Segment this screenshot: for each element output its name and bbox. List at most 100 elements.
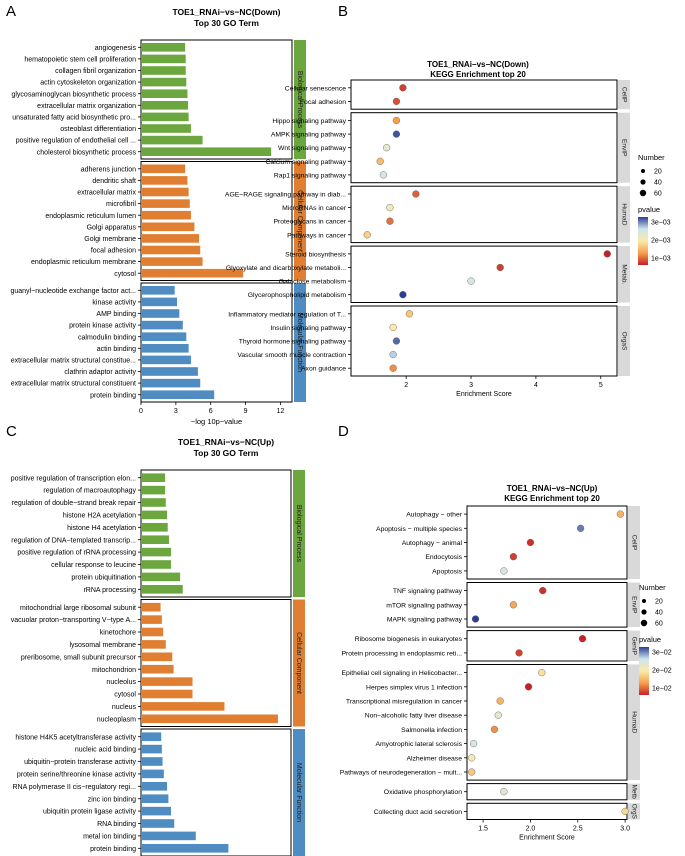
x-tick-label: 2.0	[526, 826, 536, 833]
bar	[141, 664, 174, 674]
x-tick-label: 12	[276, 408, 284, 415]
data-point	[500, 567, 508, 575]
y-tick-label: Vascular smooth muscle contraction	[237, 352, 346, 359]
legend-size-dot	[641, 169, 645, 173]
legend-size-label: 60	[654, 191, 662, 198]
legend-color-label: 3e−03	[651, 220, 671, 227]
panel-D: TOE1_RNAi−vs−NC(Up)KEGG Enrichment top 2…	[340, 484, 672, 842]
y-tick-label: metal ion binding	[83, 834, 136, 841]
data-point	[389, 351, 397, 359]
data-point	[500, 788, 508, 796]
legend-size-label: 60	[655, 621, 663, 628]
legend-size-title: Number	[639, 583, 666, 592]
y-tick-label: protein serine/threonine kinase activity	[17, 772, 137, 779]
facet-frame	[350, 245, 618, 304]
chart-subtitle: KEGG Enrichment top 20	[430, 70, 526, 79]
y-tick-label: endoplasmic reticulum lumen	[45, 213, 136, 220]
y-tick-label: Golgi membrane	[84, 236, 136, 243]
y-tick-label: focal adhesion	[91, 248, 136, 255]
y-tick-label: positive regulation of transcription elo…	[11, 475, 136, 482]
y-tick-label: Thyroid hormone signaling pathway	[239, 339, 347, 346]
y-tick-label: Focal adhesion	[300, 99, 346, 106]
bar	[141, 473, 166, 482]
bar	[141, 652, 173, 662]
bar	[141, 844, 229, 853]
bar	[141, 677, 193, 686]
bar	[141, 124, 191, 133]
facet-strip	[294, 40, 306, 159]
bar	[141, 689, 193, 699]
y-tick-label: ubiquitin protein ligase activity	[43, 809, 136, 816]
bar	[141, 199, 190, 208]
bar	[141, 210, 191, 220]
facet-strip-label: Cellular Component	[295, 632, 302, 694]
x-tick-label: 0	[139, 408, 143, 415]
chart-title: TOE1_RNAi−vs−NC(Up)	[507, 484, 598, 493]
y-tick-label: unsaturated fatty acid biosynthetic pro.…	[12, 115, 136, 122]
x-tick-label: 2.5	[573, 826, 583, 833]
legend-size-dot	[642, 599, 646, 603]
data-point	[468, 754, 476, 762]
y-tick-label: Insulin signaling pathway	[270, 325, 346, 332]
bar	[141, 164, 186, 174]
y-tick-label: Galactose metabolism	[279, 279, 347, 286]
bar	[141, 560, 171, 569]
legend-size-label: 20	[655, 599, 663, 606]
bar	[141, 378, 201, 388]
facet-frame	[350, 112, 618, 184]
y-tick-label: Non−alcoholic fatty liver disease	[365, 713, 463, 720]
bar	[141, 510, 168, 520]
facet-strip	[293, 599, 305, 727]
data-point	[578, 635, 587, 643]
facet-frame	[350, 185, 618, 244]
bar	[141, 66, 186, 75]
y-tick-label: AMP binding	[96, 311, 136, 318]
y-tick-label: calmodulin binding	[78, 334, 136, 341]
bar	[141, 245, 201, 255]
panel-label: A	[6, 3, 16, 20]
y-tick-label: cytosol	[114, 271, 136, 278]
facet-strip-label: Biological Process	[295, 505, 302, 563]
data-point	[392, 337, 401, 345]
y-tick-label: guanyl−nucleotide exchange factor act...	[10, 288, 136, 295]
facet-strip	[618, 112, 630, 183]
x-tick-label: 9	[244, 408, 248, 415]
y-tick-label: Inflammatory mediator regulation of T...	[228, 311, 346, 318]
data-point	[379, 171, 388, 179]
data-point	[392, 97, 401, 106]
facet-frame	[466, 630, 628, 662]
y-tick-label: Pathways of neurodegeneration − mult...	[340, 770, 462, 777]
bar	[141, 585, 183, 594]
x-tick-label: 3	[174, 408, 178, 415]
bar	[141, 782, 168, 791]
y-tick-label: protein binding	[90, 846, 136, 853]
facet-frame	[466, 664, 628, 781]
y-tick-label: hematopoietic stem cell proliferation	[24, 57, 136, 64]
data-point	[494, 711, 502, 719]
y-tick-label: Ribosome biogenesis in eukaryotes	[355, 636, 463, 643]
bar	[141, 498, 166, 507]
legend-color-title: pvalue	[638, 205, 660, 214]
legend-size-dot	[640, 179, 646, 185]
y-tick-label: extracellular matrix structural constitu…	[11, 381, 136, 388]
data-point	[392, 130, 401, 138]
y-tick-label: Epithelial cell signaling in Helicobacte…	[341, 670, 462, 677]
y-tick-label: mitochondrial large ribosomal subunit	[20, 605, 136, 612]
facet-strip-label: Biological Process	[296, 71, 303, 129]
facet-strip-label: OrgaS	[620, 332, 627, 351]
chart-subtitle: Top 30 GO Term	[194, 18, 259, 28]
y-tick-label: Golgi apparatus	[87, 224, 137, 231]
y-tick-label: adherens junction	[81, 166, 136, 173]
facet-strip	[628, 803, 640, 820]
data-point	[389, 323, 397, 332]
bar	[141, 732, 162, 741]
data-point	[405, 310, 413, 318]
y-tick-label: mTOR signaling pathway	[386, 602, 462, 609]
data-point	[577, 524, 585, 532]
bar	[141, 794, 169, 803]
facet-strip	[618, 80, 630, 110]
y-tick-label: Transcriptional misregulation in cancer	[346, 699, 463, 706]
bar	[141, 744, 162, 754]
facet-strip-label: Molecular Function	[295, 763, 302, 822]
